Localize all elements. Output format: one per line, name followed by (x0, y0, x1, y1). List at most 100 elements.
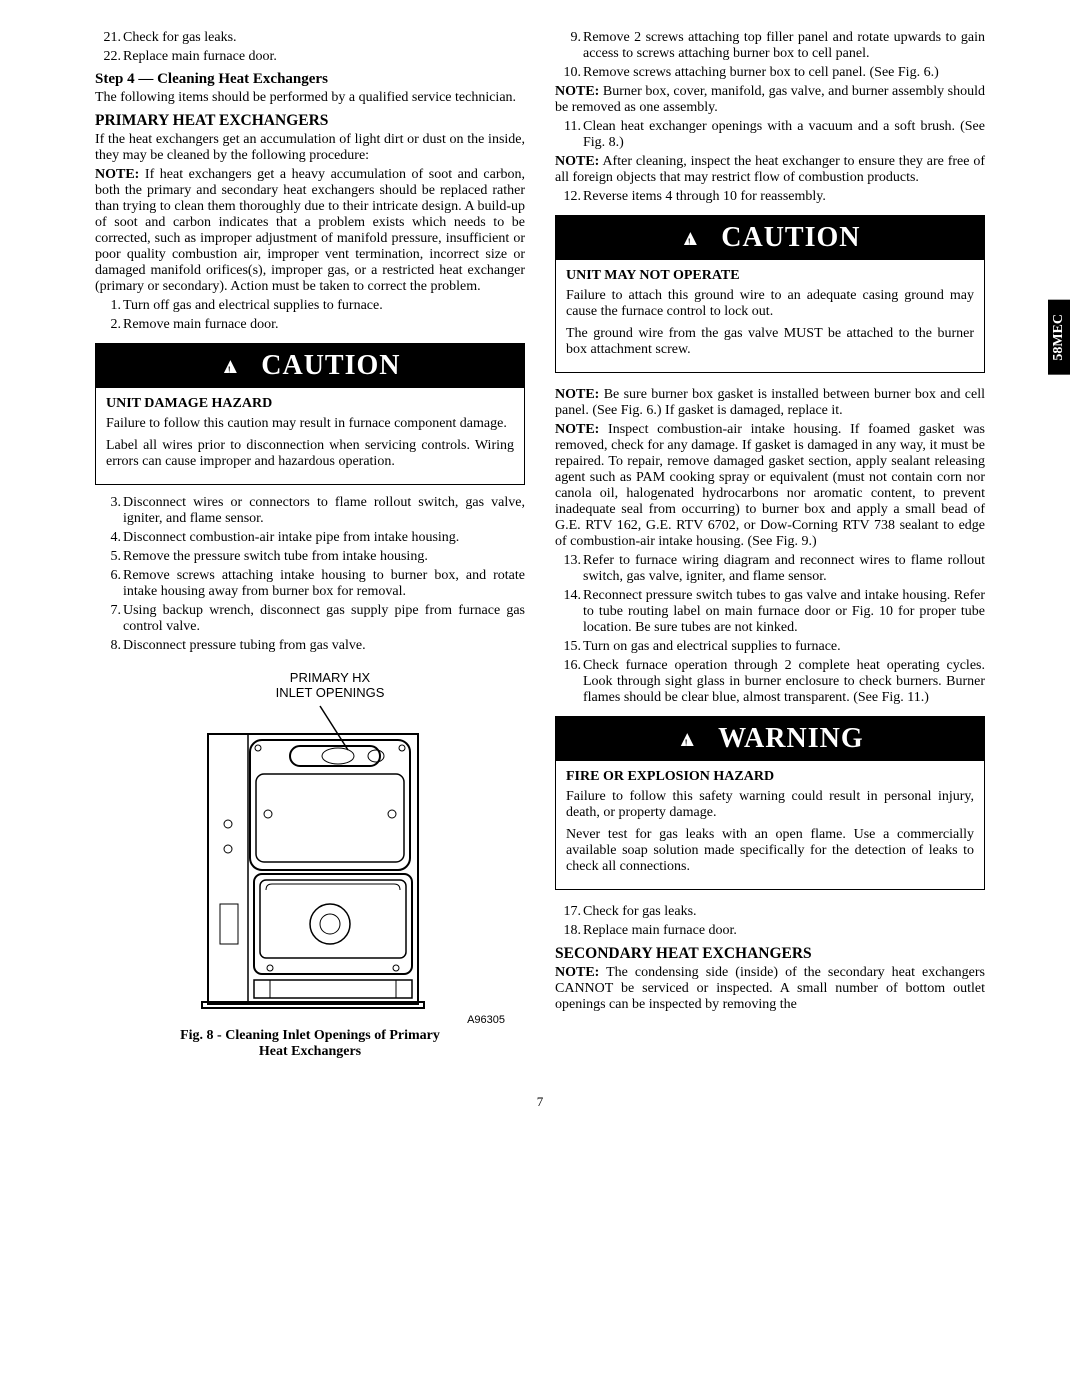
list-item: 9.Remove 2 screws attaching top filler p… (579, 30, 985, 62)
list-item: 10.Remove screws attaching burner box to… (579, 65, 985, 81)
item-text: Remove screws attaching intake housing t… (123, 568, 525, 599)
list-item: 15.Turn on gas and electrical supplies t… (579, 639, 985, 655)
item-number: 22. (95, 49, 121, 65)
item-number: 12. (555, 189, 581, 205)
item-text: Remove screws attaching burner box to ce… (583, 65, 939, 80)
procedure-list-f: 13.Refer to furnace wiring diagram and r… (555, 553, 985, 706)
primary-paragraph: If the heat exchangers get an accumulati… (95, 132, 525, 164)
list-item: 17.Check for gas leaks. (579, 904, 985, 920)
note-paragraph: NOTE: After cleaning, inspect the heat e… (555, 154, 985, 186)
warning-text: Never test for gas leaks with an open fl… (566, 827, 974, 875)
procedure-list-b: 3.Disconnect wires or connectors to flam… (95, 495, 525, 654)
secondary-heading: SECONDARY HEAT EXCHANGERS (555, 945, 985, 963)
item-text: Check for gas leaks. (583, 904, 697, 919)
figure-caption: Fig. 8 - Cleaning Inlet Openings of Prim… (95, 1028, 525, 1060)
item-number: 5. (95, 549, 121, 565)
list-item: 7.Using backup wrench, disconnect gas su… (119, 603, 525, 635)
warning-box: ▲! WARNING FIRE OR EXPLOSION HAZARD Fail… (555, 716, 985, 890)
item-number: 2. (95, 317, 121, 333)
list-item: 11.Clean heat exchanger openings with a … (579, 119, 985, 151)
list-item: 4.Disconnect combustion-air intake pipe … (119, 530, 525, 546)
item-number: 6. (95, 568, 121, 584)
item-text: Check furnace operation through 2 comple… (583, 658, 985, 705)
warning-triangle-icon: ▲! (679, 227, 705, 249)
caution-text: The ground wire from the gas valve MUST … (566, 326, 974, 358)
note-paragraph: NOTE: Burner box, cover, manifold, gas v… (555, 84, 985, 116)
note-paragraph: NOTE: Inspect combustion-air intake hous… (555, 422, 985, 550)
item-text: Remove the pressure switch tube from int… (123, 549, 428, 564)
caution-box-right: ▲! CAUTION UNIT MAY NOT OPERATE Failure … (555, 215, 985, 373)
list-item: 18.Replace main furnace door. (579, 923, 985, 939)
warning-triangle-icon: ▲! (676, 728, 702, 750)
warning-title: WARNING (718, 723, 863, 755)
step4-intro: The following items should be performed … (95, 90, 525, 106)
procedure-list-c: 9.Remove 2 screws attaching top filler p… (555, 30, 985, 81)
item-text: Using backup wrench, disconnect gas supp… (123, 603, 525, 634)
list-item: 12.Reverse items 4 through 10 for reasse… (579, 189, 985, 205)
item-number: 3. (95, 495, 121, 511)
figure-8: PRIMARY HXINLET OPENINGS A96305 Fig. 8 -… (95, 670, 525, 1060)
note-label: NOTE: (555, 84, 599, 99)
list-item: 22.Replace main furnace door. (119, 49, 525, 65)
item-number: 10. (555, 65, 581, 81)
note-label: NOTE: (555, 965, 599, 980)
note-label: NOTE: (555, 387, 599, 402)
secondary-note: NOTE: The condensing side (inside) of th… (555, 965, 985, 1013)
caution-body: UNIT MAY NOT OPERATE Failure to attach t… (556, 260, 984, 372)
item-number: 14. (555, 588, 581, 604)
figure-callout: PRIMARY HXINLET OPENINGS (135, 670, 525, 700)
note-label: NOTE: (555, 422, 599, 437)
item-number: 1. (95, 298, 121, 314)
item-text: Turn on gas and electrical supplies to f… (583, 639, 841, 654)
item-number: 7. (95, 603, 121, 619)
item-number: 16. (555, 658, 581, 674)
item-text: Refer to furnace wiring diagram and reco… (583, 553, 985, 584)
figure-code: A96305 (95, 1014, 505, 1026)
item-number: 21. (95, 30, 121, 46)
list-item: 16.Check furnace operation through 2 com… (579, 658, 985, 706)
item-text: Disconnect wires or connectors to flame … (123, 495, 525, 526)
item-text: Replace main furnace door. (123, 49, 277, 64)
item-number: 11. (555, 119, 581, 135)
list-item: 2.Remove main furnace door. (119, 317, 525, 333)
procedure-list-g: 17.Check for gas leaks. 18.Replace main … (555, 904, 985, 939)
note-text: Inspect combustion-air intake housing. I… (555, 422, 985, 549)
note-text: If heat exchangers get a heavy accumulat… (95, 167, 525, 294)
two-column-layout: 21.Check for gas leaks. 22.Replace main … (95, 30, 985, 1066)
list-item: 6.Remove screws attaching intake housing… (119, 568, 525, 600)
procedure-list-a: 1.Turn off gas and electrical supplies t… (95, 298, 525, 333)
note-label: NOTE: (95, 167, 139, 182)
caution-header: ▲! CAUTION (96, 344, 524, 388)
item-text: Check for gas leaks. (123, 30, 237, 45)
item-number: 17. (555, 904, 581, 920)
hazard-label: UNIT DAMAGE HAZARD (106, 396, 514, 412)
warning-triangle-icon: ▲! (219, 355, 245, 377)
list-item: 14.Reconnect pressure switch tubes to ga… (579, 588, 985, 636)
list-item: 8.Disconnect pressure tubing from gas va… (119, 638, 525, 654)
item-number: 15. (555, 639, 581, 655)
item-number: 8. (95, 638, 121, 654)
primary-heading: PRIMARY HEAT EXCHANGERS (95, 112, 525, 130)
section-tab: 58MEC (1048, 300, 1070, 375)
right-column: 9.Remove 2 screws attaching top filler p… (555, 30, 985, 1066)
item-text: Disconnect combustion-air intake pipe fr… (123, 530, 459, 545)
note-text: Be sure burner box gasket is installed b… (555, 387, 985, 418)
caution-body: UNIT DAMAGE HAZARD Failure to follow thi… (96, 388, 524, 484)
note-label: NOTE: (555, 154, 599, 169)
note-text: The condensing side (inside) of the seco… (555, 965, 985, 1012)
hazard-label: FIRE OR EXPLOSION HAZARD (566, 769, 974, 785)
pre-step-list: 21.Check for gas leaks. 22.Replace main … (95, 30, 525, 65)
list-item: 3.Disconnect wires or connectors to flam… (119, 495, 525, 527)
procedure-list-e: 12.Reverse items 4 through 10 for reasse… (555, 189, 985, 205)
caution-header: ▲! CAUTION (556, 216, 984, 260)
hazard-label: UNIT MAY NOT OPERATE (566, 268, 974, 284)
step4-heading: Step 4 — Cleaning Heat Exchangers (95, 71, 525, 88)
item-text: Clean heat exchanger openings with a vac… (583, 119, 985, 150)
item-number: 13. (555, 553, 581, 569)
item-text: Remove main furnace door. (123, 317, 279, 332)
caution-text: Failure to follow this caution may resul… (106, 416, 514, 432)
warning-text: Failure to follow this safety warning co… (566, 789, 974, 821)
item-number: 4. (95, 530, 121, 546)
list-item: 1.Turn off gas and electrical supplies t… (119, 298, 525, 314)
note-text: After cleaning, inspect the heat exchang… (555, 154, 985, 185)
